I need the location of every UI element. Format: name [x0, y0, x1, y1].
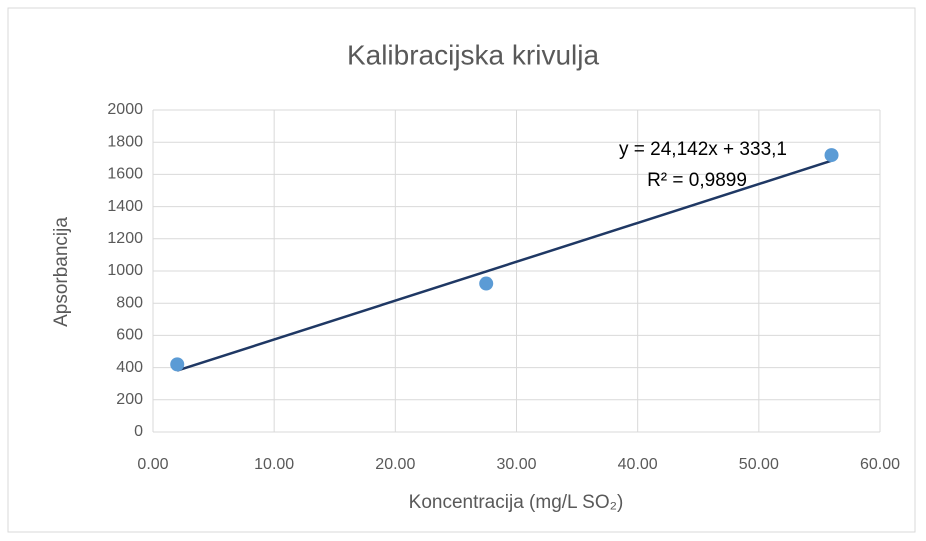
chart-border — [7, 7, 916, 533]
trendline-equation: y = 24,142x + 333,1 — [619, 139, 787, 160]
y-tick-label: 1800 — [107, 133, 143, 150]
y-tick-label: 1600 — [107, 166, 143, 183]
trendline-r2: R² = 0,9899 — [647, 170, 747, 191]
chart-title: Kalibracijska krivulja — [347, 39, 600, 70]
x-axis-label: Koncentracija (mg/L SO₂) — [409, 492, 624, 513]
data-point — [170, 357, 185, 372]
y-tick-label: 1200 — [107, 230, 143, 247]
data-point — [824, 148, 839, 163]
x-tick-label: 30.00 — [496, 456, 536, 473]
x-tick-label: 50.00 — [739, 456, 779, 473]
y-tick-label: 400 — [116, 359, 143, 376]
y-axis-label: Apsorbancija — [51, 217, 72, 327]
x-tick-label: 10.00 — [254, 456, 294, 473]
y-tick-label: 200 — [116, 391, 143, 408]
x-tick-label: 0.00 — [137, 456, 168, 473]
y-tick-label: 2000 — [107, 101, 143, 118]
x-tick-label: 20.00 — [375, 456, 415, 473]
y-tick-label: 600 — [116, 327, 143, 344]
y-tick-label: 1000 — [107, 262, 143, 279]
x-tick-label: 40.00 — [618, 456, 658, 473]
data-point — [479, 276, 494, 291]
trendline — [176, 159, 832, 372]
x-tick-label: 60.00 — [860, 456, 900, 473]
y-tick-label: 0 — [134, 423, 143, 440]
y-tick-label: 1400 — [107, 198, 143, 215]
y-tick-label: 800 — [116, 294, 143, 311]
